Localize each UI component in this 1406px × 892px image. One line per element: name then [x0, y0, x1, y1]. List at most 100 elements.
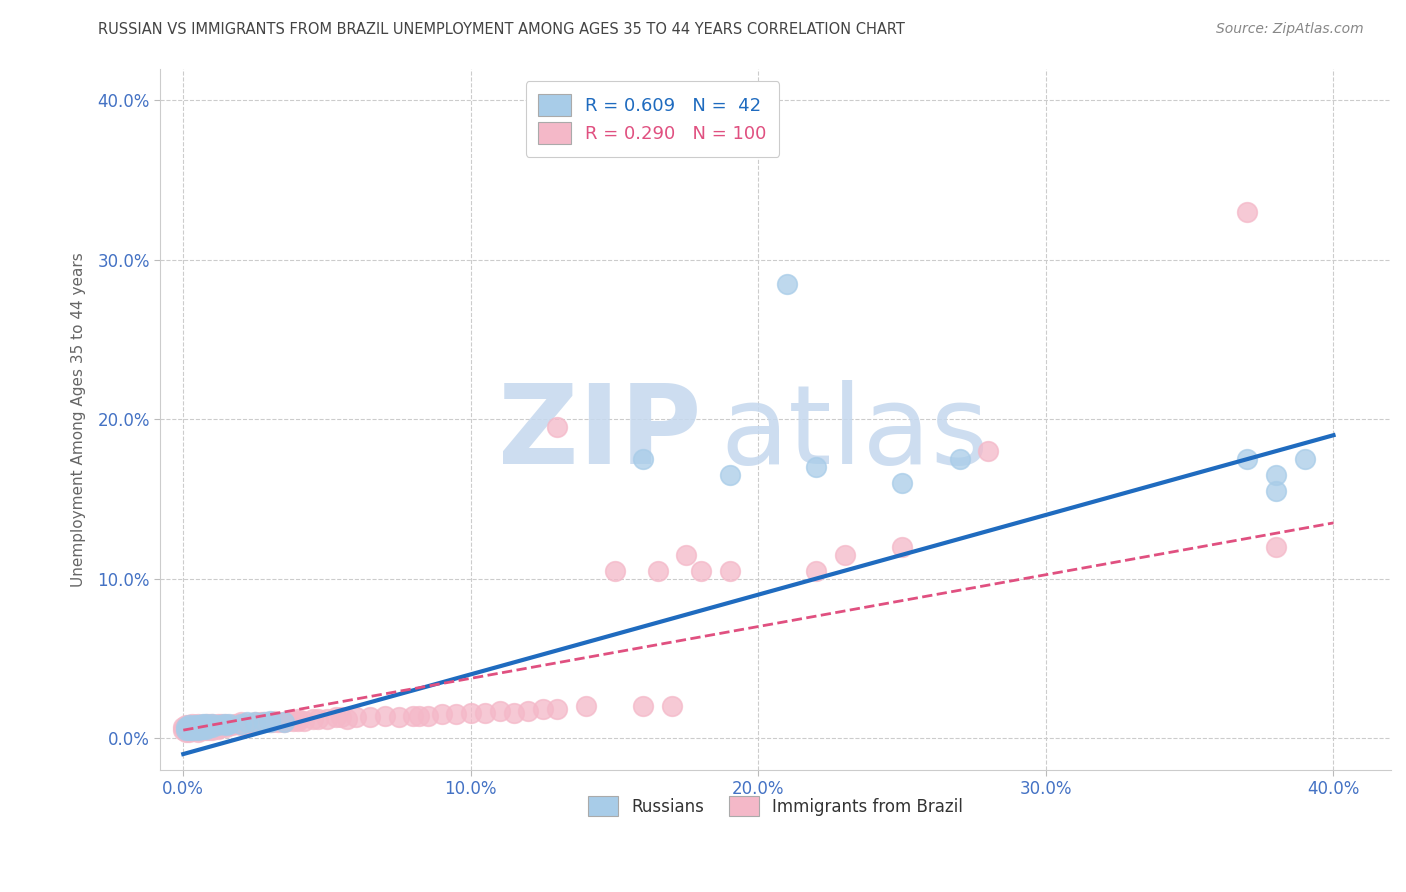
Point — [388, 710, 411, 724]
Point — [259, 715, 281, 730]
Point — [1236, 452, 1258, 467]
Point — [187, 716, 209, 731]
Point — [235, 715, 257, 730]
Point — [180, 720, 202, 734]
Point — [212, 716, 235, 731]
Point — [264, 714, 287, 728]
Point — [193, 722, 215, 736]
Point — [891, 476, 914, 491]
Point — [177, 718, 200, 732]
Point — [977, 444, 1000, 458]
Point — [229, 716, 252, 731]
Point — [184, 723, 207, 738]
Point — [718, 564, 741, 578]
Point — [180, 716, 202, 731]
Point — [184, 718, 207, 732]
Point — [292, 714, 315, 728]
Point — [187, 718, 209, 732]
Point — [575, 699, 598, 714]
Point — [204, 720, 226, 734]
Point — [891, 540, 914, 554]
Point — [184, 718, 207, 732]
Point — [834, 548, 856, 562]
Point — [460, 706, 482, 720]
Point — [273, 715, 295, 730]
Point — [408, 708, 430, 723]
Point — [359, 710, 381, 724]
Point — [307, 712, 329, 726]
Point — [198, 716, 221, 731]
Point — [198, 723, 221, 738]
Point — [177, 724, 200, 739]
Point — [180, 723, 202, 738]
Point — [301, 712, 323, 726]
Point — [180, 720, 202, 734]
Point — [633, 452, 655, 467]
Point — [243, 715, 266, 730]
Point — [172, 720, 194, 734]
Point — [287, 714, 309, 728]
Point — [238, 716, 260, 731]
Point — [180, 723, 202, 738]
Point — [503, 706, 526, 720]
Point — [190, 718, 212, 732]
Point — [198, 720, 221, 734]
Point — [198, 720, 221, 734]
Point — [193, 723, 215, 738]
Point — [253, 715, 276, 730]
Point — [207, 716, 229, 731]
Point — [177, 722, 200, 736]
Point — [218, 718, 240, 732]
Point — [187, 723, 209, 738]
Point — [177, 723, 200, 738]
Point — [187, 722, 209, 736]
Point — [949, 452, 972, 467]
Point — [187, 724, 209, 739]
Text: RUSSIAN VS IMMIGRANTS FROM BRAZIL UNEMPLOYMENT AMONG AGES 35 TO 44 YEARS CORRELA: RUSSIAN VS IMMIGRANTS FROM BRAZIL UNEMPL… — [98, 22, 905, 37]
Point — [193, 716, 215, 731]
Point — [430, 707, 453, 722]
Point — [201, 723, 224, 738]
Point — [201, 720, 224, 734]
Text: atlas: atlas — [720, 380, 988, 487]
Point — [1265, 540, 1288, 554]
Point — [1265, 468, 1288, 483]
Point — [174, 718, 197, 732]
Point — [224, 716, 246, 731]
Point — [1294, 452, 1316, 467]
Point — [235, 716, 257, 731]
Point — [174, 724, 197, 739]
Point — [1236, 205, 1258, 219]
Point — [184, 722, 207, 736]
Point — [218, 716, 240, 731]
Point — [221, 718, 243, 732]
Point — [190, 718, 212, 732]
Point — [190, 722, 212, 736]
Point — [174, 723, 197, 738]
Point — [193, 722, 215, 736]
Point — [215, 718, 238, 732]
Point — [276, 714, 298, 728]
Point — [675, 548, 697, 562]
Point — [184, 722, 207, 736]
Point — [488, 704, 510, 718]
Point — [177, 718, 200, 732]
Point — [325, 710, 347, 724]
Point — [207, 718, 229, 732]
Point — [195, 716, 218, 731]
Point — [195, 716, 218, 731]
Y-axis label: Unemployment Among Ages 35 to 44 years: Unemployment Among Ages 35 to 44 years — [72, 252, 86, 587]
Point — [259, 715, 281, 730]
Point — [195, 722, 218, 736]
Point — [250, 715, 273, 730]
Point — [344, 710, 367, 724]
Point — [374, 708, 396, 723]
Point — [187, 723, 209, 738]
Legend: Russians, Immigrants from Brazil: Russians, Immigrants from Brazil — [579, 788, 972, 825]
Point — [416, 708, 439, 723]
Text: Source: ZipAtlas.com: Source: ZipAtlas.com — [1216, 22, 1364, 37]
Point — [190, 723, 212, 738]
Point — [531, 702, 554, 716]
Point — [336, 712, 359, 726]
Point — [281, 714, 304, 728]
